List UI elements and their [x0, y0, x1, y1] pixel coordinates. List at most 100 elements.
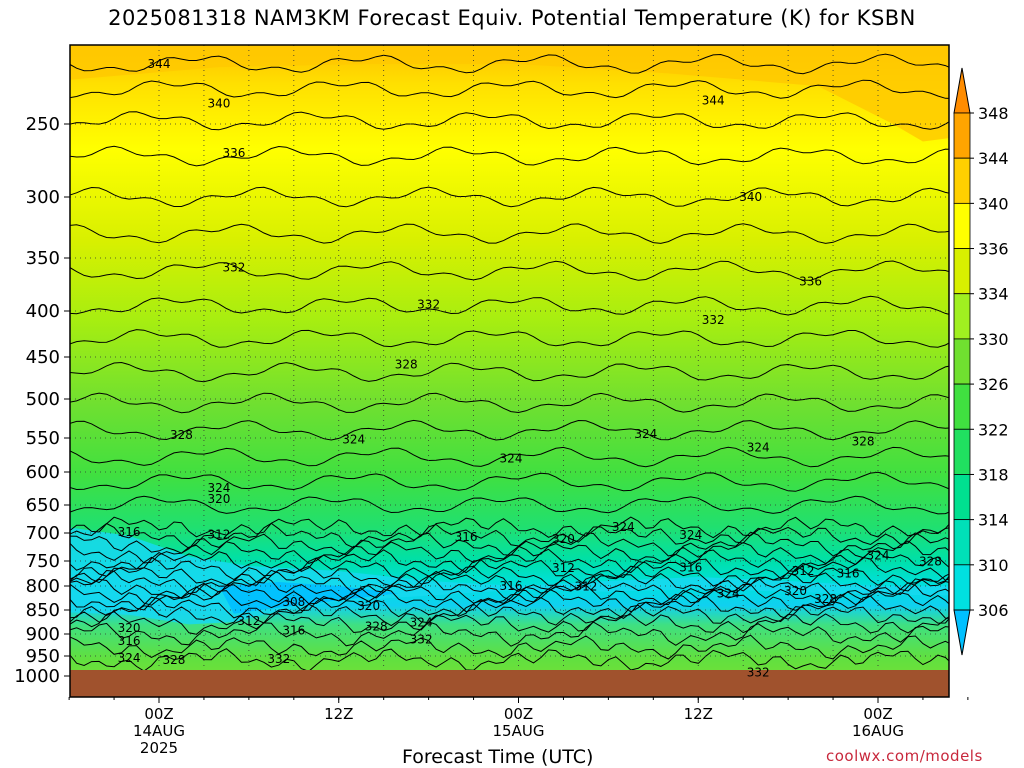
- y-tick-label: 700: [26, 523, 60, 544]
- y-tick-label: 900: [26, 624, 60, 645]
- y-axis: 250 300 350 400 450 500 550 600 650 700 750 800 850 9…: [14, 114, 70, 687]
- x-tick-label: 15AUG: [493, 722, 545, 740]
- contour-label: 324: [118, 651, 141, 665]
- x-tick-label: 16AUG: [852, 722, 904, 740]
- contour-label: 332: [267, 652, 290, 666]
- y-tick-label: 550: [26, 428, 60, 449]
- colorbar-label: 306: [978, 601, 1009, 620]
- x-tick-label: 12Z: [324, 705, 353, 723]
- contour-line: [70, 329, 949, 348]
- contour-line: [70, 446, 949, 468]
- y-tick-label: 1000: [14, 666, 60, 687]
- contour-line: [70, 634, 949, 660]
- contour-label: 328: [170, 428, 193, 442]
- contour-line: [70, 582, 949, 607]
- contour-label: 324: [410, 615, 433, 629]
- y-tick-label: 850: [26, 600, 60, 621]
- contour-label: 344: [702, 93, 725, 107]
- contour-line: [70, 361, 949, 383]
- contour-label: 332: [410, 632, 433, 646]
- y-tick-label: 300: [26, 187, 60, 208]
- contour-line: [70, 531, 949, 557]
- x-tick-label: 00Z: [504, 705, 533, 723]
- contour-line: [70, 540, 949, 565]
- contour-line: [70, 53, 949, 75]
- x-tick-label: 2025: [140, 739, 178, 757]
- colorbar-label: 334: [978, 285, 1009, 304]
- contour-line: [70, 588, 949, 613]
- contour-label: 316: [500, 579, 523, 593]
- credit-text: coolwx.com/models: [826, 747, 983, 765]
- contour-label: 308: [282, 595, 305, 609]
- contour-label: 316: [455, 530, 478, 544]
- ground-fill: [70, 670, 949, 697]
- contour-label: 316: [118, 634, 141, 648]
- y-tick-label: 800: [26, 576, 60, 597]
- contour-label: 324: [207, 481, 230, 495]
- chart-title: 2025081318 NAM3KM Forecast Equiv. Potent…: [108, 6, 916, 30]
- contour-label: 332: [222, 261, 245, 275]
- contour-label: 324: [679, 528, 702, 542]
- colorbar-label: 336: [978, 240, 1009, 259]
- contour-line: [70, 223, 949, 244]
- colorbar-segment: [953, 248, 971, 295]
- contour-label: 316: [679, 561, 702, 575]
- contour-label: 324: [500, 451, 523, 465]
- contour-label: 316: [118, 525, 141, 539]
- contour-label: 328: [163, 653, 186, 667]
- contour-label: 312: [237, 614, 260, 628]
- contour-label: 324: [717, 587, 740, 601]
- contour-label: 316: [282, 624, 305, 638]
- contour-line: [70, 621, 949, 647]
- colorbar-segment: [953, 202, 971, 249]
- colorbar-segment: [953, 564, 971, 611]
- warm-top-band: [70, 45, 949, 142]
- x-tick-label: 00Z: [863, 705, 892, 723]
- contour-line: [70, 569, 949, 595]
- colorbar-label: 322: [978, 420, 1009, 439]
- contour-line: [70, 260, 949, 281]
- contour-label: 332: [702, 313, 725, 327]
- contour-label: 328: [365, 619, 388, 633]
- colorbar-label: 330: [978, 330, 1009, 349]
- colorbar-segment: [953, 338, 971, 385]
- contour-label: 312: [552, 561, 575, 575]
- contour-label: 324: [342, 432, 365, 446]
- contour-label: 324: [867, 548, 890, 562]
- contour-line: [70, 295, 949, 316]
- contour-line: [70, 495, 949, 515]
- colorbar-segment: [953, 112, 971, 159]
- contour-label: 320: [552, 532, 575, 546]
- contour-label: 340: [207, 96, 230, 110]
- contour-line: [70, 79, 949, 99]
- colorbar-segment: [953, 383, 971, 430]
- colorbar-segment: [953, 474, 971, 521]
- contour-label: 324: [634, 427, 657, 441]
- contour-line: [70, 419, 949, 441]
- y-tick-label: 650: [26, 495, 60, 516]
- y-tick-label: 450: [26, 347, 60, 368]
- colorbar-label: 344: [978, 149, 1009, 168]
- colorbar-arrow-top: [953, 67, 971, 114]
- contour-label: 316: [837, 567, 860, 581]
- contour-label: 328: [395, 358, 418, 372]
- contour-label: 340: [739, 190, 762, 204]
- y-tick-label: 400: [26, 301, 60, 322]
- y-tick-label: 250: [26, 114, 60, 135]
- contour-line: [70, 595, 949, 620]
- contour-line: [70, 471, 949, 492]
- contour-label: 312: [792, 564, 815, 578]
- colorbar: 348 344 340 336 334 330 326 322 318 314 310 306: [953, 67, 1009, 656]
- contour-label: 320: [207, 492, 230, 506]
- colorbar-label: 348: [978, 104, 1009, 123]
- grid-lines: [70, 45, 949, 697]
- contour-line: [70, 556, 949, 581]
- contour-label: 344: [148, 57, 171, 71]
- contour-label: 328: [814, 592, 837, 606]
- contour-line: [70, 392, 949, 414]
- contour-label: 320: [118, 621, 141, 635]
- contour-label: 332: [417, 298, 440, 312]
- colorbar-label: 314: [978, 511, 1009, 530]
